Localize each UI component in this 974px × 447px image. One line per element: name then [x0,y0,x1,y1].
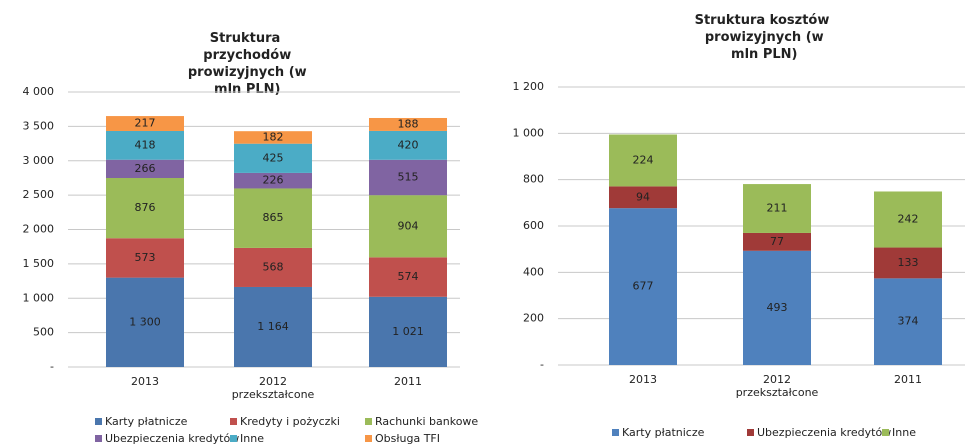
legend-swatch [230,435,237,442]
bar-segment [106,178,184,239]
data-label: 266 [135,162,156,175]
x-tick-label: 2011 [394,375,422,388]
bar-segment [106,130,184,160]
bar-segment [234,188,312,248]
data-label: 211 [767,202,788,215]
bar-segment [743,184,811,233]
bar-segment [369,117,447,131]
legend-swatch [230,418,237,425]
legend-label: Rachunki bankowe [375,415,478,428]
data-label: 876 [135,201,156,214]
bar-segment [106,116,184,131]
bar-segment [234,247,312,287]
y-tick-label: 3 500 [23,119,55,132]
legend-label: Inne [892,426,916,439]
bar-segment [234,172,312,189]
x-tick-label: 2013 [629,373,657,386]
data-label: 94 [636,190,650,203]
data-label: 865 [263,211,284,224]
bar-segment [369,257,447,297]
legend-swatch [365,435,372,442]
bar-segment [743,232,811,251]
bar-segment [369,296,447,367]
legend-swatch [612,429,619,436]
y-tick-label: 1 000 [23,291,55,304]
bar-segment [369,130,447,160]
data-label: 217 [135,117,156,130]
bar-segment [106,277,184,367]
data-label: 133 [898,256,919,269]
legend-label: Ubezpieczenia kredytów [105,432,239,445]
data-label: 574 [398,270,419,283]
bar-segment [609,186,677,209]
data-label: 242 [898,213,919,226]
chart-title: Struktura kosztów prowizyjnych (w mln PL… [695,13,830,62]
y-tick-label: 1 000 [513,126,545,139]
bar-segment [234,143,312,173]
legend-label: Ubezpieczenia kredytów [757,426,891,439]
y-tick-label: 500 [33,326,54,339]
legend-swatch [365,418,372,425]
data-label: 188 [398,117,419,130]
y-tick-label: - [50,360,54,373]
legend-swatch [95,418,102,425]
bar-segment [106,238,184,278]
data-label: 418 [135,138,156,151]
x-tick-label: 2012 przekształcone [231,375,315,401]
x-tick-label: 2011 [894,373,922,386]
legend-swatch [882,429,889,436]
data-label: 677 [633,280,654,293]
bar-segment [874,247,942,279]
y-tick-label: 1 200 [513,80,545,93]
bar-segment [874,278,942,365]
data-label: 224 [633,153,654,166]
y-tick-label: 600 [523,219,544,232]
legend-label: Inne [240,432,264,445]
data-label: 420 [398,138,419,151]
chart-title: Struktura przychodów prowizyjnych (w mln… [183,31,306,97]
y-tick-label: 400 [523,265,544,278]
y-tick-label: - [540,358,544,371]
y-tick-label: 3 000 [23,154,55,167]
data-label: 77 [770,235,784,248]
legend-label: Karty płatnicze [622,426,705,439]
data-label: 1 300 [129,315,161,328]
legend-label: Karty płatnicze [105,415,188,428]
y-tick-label: 200 [523,312,544,325]
legend-swatch [95,435,102,442]
y-tick-label: 1 500 [23,257,55,270]
bar-segment [106,159,184,179]
legend-swatch [747,429,754,436]
data-label: 493 [767,301,788,314]
legend-label: Obsługa TFI [375,432,440,445]
x-tick-label: 2013 [131,375,159,388]
bar-segment [609,134,677,187]
data-label: 374 [898,315,919,328]
bar-segment [743,250,811,365]
bar-segment [369,159,447,196]
data-label: 425 [263,151,284,164]
bar-segment [234,286,312,367]
data-label: 904 [398,219,419,232]
data-label: 568 [263,260,284,273]
x-tick-label: 2012 przekształcone [735,373,819,399]
bar-segment [874,191,942,248]
data-label: 226 [263,174,284,187]
y-tick-label: 2 500 [23,188,55,201]
bar-segment [609,208,677,365]
y-tick-label: 4 000 [23,85,55,98]
bar-segment [369,195,447,258]
data-label: 1 021 [392,325,424,338]
bar-segment [234,131,312,144]
data-label: 1 164 [257,320,289,333]
data-label: 182 [263,130,284,143]
data-label: 573 [135,251,156,264]
legend-label: Kredyty i pożyczki [240,415,340,428]
y-tick-label: 2 000 [23,223,55,236]
data-label: 515 [398,170,419,183]
y-tick-label: 800 [523,173,544,186]
